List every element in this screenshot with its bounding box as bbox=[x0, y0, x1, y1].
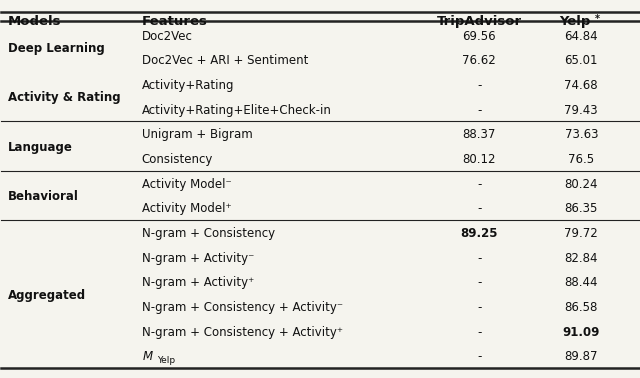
Text: -: - bbox=[477, 326, 481, 339]
Text: N-gram + Activity⁺: N-gram + Activity⁺ bbox=[141, 276, 254, 289]
Text: 89.87: 89.87 bbox=[564, 350, 598, 363]
Text: *: * bbox=[595, 14, 600, 24]
Text: 76.5: 76.5 bbox=[568, 153, 595, 166]
Text: N-gram + Consistency + Activity⁻: N-gram + Consistency + Activity⁻ bbox=[141, 301, 342, 314]
Text: Yelp: Yelp bbox=[559, 14, 591, 28]
Text: -: - bbox=[477, 301, 481, 314]
Text: 91.09: 91.09 bbox=[563, 326, 600, 339]
Text: Aggregated: Aggregated bbox=[8, 289, 86, 302]
Text: 86.58: 86.58 bbox=[564, 301, 598, 314]
Text: 88.37: 88.37 bbox=[463, 129, 496, 141]
Text: Activity+Rating+Elite+Check-in: Activity+Rating+Elite+Check-in bbox=[141, 104, 332, 117]
Text: -: - bbox=[477, 178, 481, 191]
Text: 74.68: 74.68 bbox=[564, 79, 598, 92]
Text: N-gram + Activity⁻: N-gram + Activity⁻ bbox=[141, 252, 254, 265]
Text: Activity Model⁺: Activity Model⁺ bbox=[141, 202, 231, 215]
Text: $M$: $M$ bbox=[141, 350, 154, 363]
Text: 80.12: 80.12 bbox=[463, 153, 496, 166]
Text: Deep Learning: Deep Learning bbox=[8, 42, 104, 55]
Text: -: - bbox=[477, 79, 481, 92]
Text: Behavioral: Behavioral bbox=[8, 190, 79, 203]
Text: 80.24: 80.24 bbox=[564, 178, 598, 191]
Text: -: - bbox=[477, 104, 481, 117]
Text: 76.62: 76.62 bbox=[463, 54, 496, 67]
Text: Models: Models bbox=[8, 14, 61, 28]
Text: -: - bbox=[477, 202, 481, 215]
Text: 64.84: 64.84 bbox=[564, 30, 598, 43]
Text: 79.43: 79.43 bbox=[564, 104, 598, 117]
Text: 89.25: 89.25 bbox=[461, 227, 498, 240]
Text: 65.01: 65.01 bbox=[564, 54, 598, 67]
Text: Yelp: Yelp bbox=[157, 356, 175, 365]
Text: -: - bbox=[477, 276, 481, 289]
Text: 79.72: 79.72 bbox=[564, 227, 598, 240]
Text: 88.44: 88.44 bbox=[564, 276, 598, 289]
Text: N-gram + Consistency + Activity⁺: N-gram + Consistency + Activity⁺ bbox=[141, 326, 342, 339]
Text: TripAdvisor: TripAdvisor bbox=[436, 14, 522, 28]
Text: Features: Features bbox=[141, 14, 207, 28]
Text: Doc2Vec + ARI + Sentiment: Doc2Vec + ARI + Sentiment bbox=[141, 54, 308, 67]
Text: -: - bbox=[477, 252, 481, 265]
Text: 73.63: 73.63 bbox=[564, 129, 598, 141]
Text: -: - bbox=[477, 350, 481, 363]
Text: Language: Language bbox=[8, 141, 72, 154]
Text: Doc2Vec: Doc2Vec bbox=[141, 30, 193, 43]
Text: Unigram + Bigram: Unigram + Bigram bbox=[141, 129, 252, 141]
Text: Consistency: Consistency bbox=[141, 153, 213, 166]
Text: Activity Model⁻: Activity Model⁻ bbox=[141, 178, 231, 191]
Text: 86.35: 86.35 bbox=[564, 202, 598, 215]
Text: N-gram + Consistency: N-gram + Consistency bbox=[141, 227, 275, 240]
Text: Activity+Rating: Activity+Rating bbox=[141, 79, 234, 92]
Text: 82.84: 82.84 bbox=[564, 252, 598, 265]
Text: Activity & Rating: Activity & Rating bbox=[8, 91, 120, 104]
Text: 69.56: 69.56 bbox=[463, 30, 496, 43]
